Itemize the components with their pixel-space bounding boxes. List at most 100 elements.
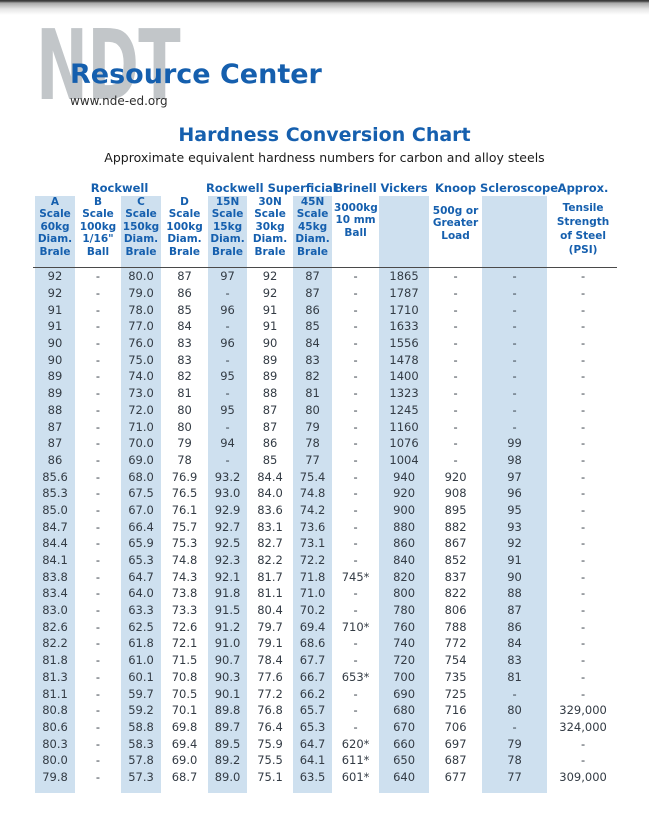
cell-rockwell-d: 83 (177, 352, 192, 367)
cell-rockwell-d: 72.6 (171, 619, 198, 634)
column-header-rockwell-a: A Scale 60kg Diam. Brale (33, 196, 77, 268)
cell-superficial-45n: 82 (291, 368, 335, 385)
cell-knoop: 867 (444, 536, 467, 551)
cell-superficial-45n: 65.7 (291, 701, 335, 719)
cell-superficial-30n: 78.4 (257, 653, 283, 668)
band-stub-cell (163, 785, 206, 793)
logo-website-url: www.nde-ed.org (70, 94, 168, 108)
cell-vickers: 800 (377, 585, 432, 602)
cell-superficial-15n: 95 (206, 401, 250, 419)
cell-rockwell-a: 82.6 (33, 618, 77, 636)
cell-tensile: - (580, 669, 586, 684)
cell-superficial-15n: 93.0 (206, 484, 250, 502)
band-stub-cell (206, 785, 250, 794)
cell-brinell: - (353, 536, 358, 551)
cell-superficial-30n: 80.4 (257, 603, 283, 618)
cell-superficial-45n: 66.2 (291, 685, 335, 702)
cell-vickers: 900 (377, 501, 432, 519)
cell-superficial-15n: 95 (206, 368, 250, 385)
column-header-row: A Scale 60kg Diam. Brale B Scale 100kg 1/16" Ball… (33, 196, 618, 268)
cell-scleroscope: - (480, 301, 550, 319)
cell-knoop: 895 (444, 502, 467, 517)
cell-rockwell-c: 67.0 (119, 501, 163, 519)
cell-brinell: - (353, 553, 358, 568)
cell-superficial-45n: 84 (291, 334, 335, 352)
table-row: 86-69.0 78-85 77-1004-98- (33, 451, 617, 469)
table-row: 83.4 - 64.0 73.8 91.8 81.1 71.0 - 800 822 88 - (33, 585, 617, 602)
cell-tensile: - (580, 319, 586, 334)
cell-superficial-30n: 75.5 (257, 753, 283, 768)
cell-rockwell-c: 57.3 (119, 768, 163, 786)
cell-superficial-30n: 90 (262, 336, 278, 351)
band-stub-cell (480, 785, 550, 794)
cell-vickers: 670 (377, 718, 432, 736)
cell-rockwell-c: 66.4 (119, 518, 163, 535)
cell-rockwell-b: - (95, 336, 101, 351)
cell-rockwell-d: 84 (177, 319, 192, 334)
page-subtitle: Approximate equivalent hardness numbers … (104, 150, 545, 165)
cell-superficial-15n: - (206, 418, 250, 435)
cell-rockwell-a: 90 (33, 334, 77, 352)
cell-superficial-30n: 83.1 (257, 519, 283, 534)
cell-rockwell-b: - (95, 653, 101, 668)
cell-scleroscope: 92 (480, 535, 550, 552)
cell-rockwell-c: 62.5 (119, 618, 163, 636)
table-row: 81.8 - 61.0 71.5 90.7 78.4 67.7 - 720 754 83 - (33, 651, 617, 669)
cell-rockwell-d: 85 (177, 302, 192, 317)
cell-rockwell-d: 87 (177, 269, 192, 284)
cell-rockwell-a: 81.3 (33, 668, 77, 686)
cell-superficial-15n: 93.2 (206, 468, 250, 485)
cell-superficial-45n: 67.7 (291, 651, 335, 669)
band-stub-cell (431, 785, 480, 793)
table-row: 85.6 - 68.0 76.9 93.2 84.4 75.4 - 940 920 97 - (33, 468, 617, 485)
cell-vickers: 1478 (377, 351, 432, 369)
cell-brinell: - (353, 502, 358, 517)
cell-superficial-45n: 80 (291, 401, 335, 419)
table-row: 91-77.0 84-91 85-1633- - - (33, 318, 617, 335)
cell-rockwell-c: 72.0 (119, 401, 163, 419)
cell-rockwell-a: 85.6 (33, 468, 77, 485)
cell-rockwell-d: 76.5 (171, 486, 198, 501)
cell-rockwell-b: - (95, 586, 101, 601)
cell-superficial-15n: 89.8 (206, 701, 250, 719)
column-header-rockwell-b: B Scale 100kg 1/16" Ball (77, 196, 119, 268)
cell-rockwell-d: 73.8 (171, 586, 198, 601)
group-header-knoop: Knoop (434, 181, 477, 195)
cell-knoop: - (453, 302, 458, 317)
cell-vickers: 840 (377, 551, 432, 569)
cell-rockwell-d: 81 (177, 386, 192, 401)
band-stub-cell (549, 785, 617, 793)
cell-superficial-15n: 92.7 (206, 518, 250, 535)
cell-superficial-45n: 70.2 (291, 601, 335, 619)
column-header-vickers (377, 196, 432, 268)
cell-tensile: - (580, 519, 586, 534)
cell-rockwell-a: 90 (33, 351, 77, 369)
cell-brinell: - (353, 286, 358, 301)
table-row: 82.6 - 62.5 72.6 91.2 79.7 69.4 710* 760 788 86 - (33, 618, 617, 636)
cell-superficial-15n: 91.0 (206, 635, 250, 652)
cell-superficial-30n: 81.7 (257, 569, 283, 584)
cell-rockwell-a: 85.3 (33, 484, 77, 502)
cell-rockwell-d: 69.4 (171, 736, 198, 751)
cell-rockwell-c: 68.0 (119, 468, 163, 485)
table-body: 92-80.0 87 97 92 87-1865- - -92-79.0 86-92 87-17… (33, 267, 617, 794)
cell-rockwell-b: - (95, 769, 101, 784)
cell-superficial-15n: 92.3 (206, 551, 250, 569)
cell-brinell: 601* (341, 769, 370, 784)
cell-rockwell-a: 83.0 (33, 601, 77, 619)
cell-rockwell-d: 76.1 (171, 502, 198, 517)
cell-rockwell-c: 67.5 (119, 484, 163, 502)
cell-rockwell-d: 72.1 (171, 636, 198, 651)
cell-brinell: - (353, 302, 358, 317)
cell-tensile: - (580, 386, 586, 401)
cell-rockwell-c: 70.0 (119, 434, 163, 452)
cell-tensile: - (580, 369, 586, 384)
cell-knoop: - (453, 386, 458, 401)
cell-superficial-45n: 71.0 (291, 585, 335, 602)
cell-rockwell-a: 81.1 (33, 685, 77, 702)
cell-rockwell-c: 65.9 (119, 535, 163, 552)
cell-brinell: - (353, 369, 358, 384)
cell-vickers: 700 (377, 668, 432, 686)
cell-superficial-30n: 86 (262, 436, 278, 451)
cell-superficial-45n: 69.4 (291, 618, 335, 636)
